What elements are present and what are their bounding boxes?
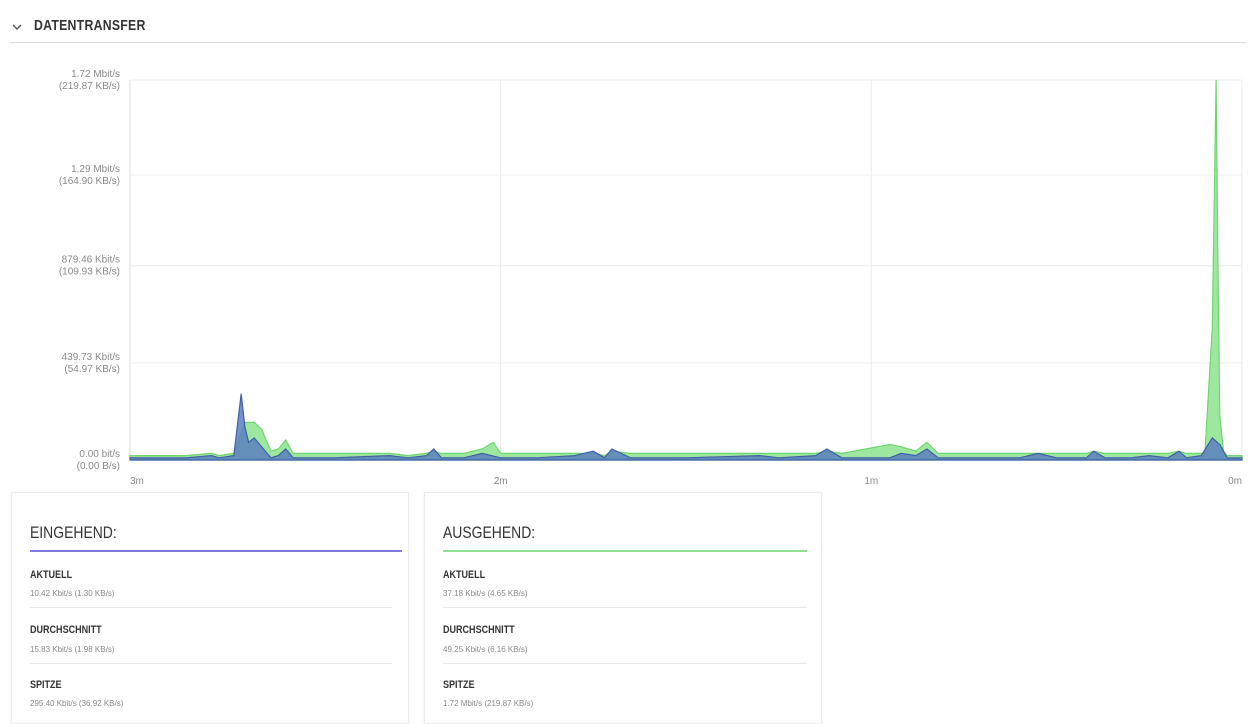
divider	[30, 607, 392, 608]
y-tick-label: 439.73 Kbit/s (54.97 KB/s)	[62, 352, 120, 375]
x-tick-label: 2m	[494, 476, 508, 487]
outgoing-peak-value: 1.72 Mbit/s (219.87 KB/s)	[443, 699, 534, 708]
y-tick-label: 879.46 Kbit/s (109.93 KB/s)	[59, 255, 120, 278]
section-title: DATENTRANSFER	[34, 17, 146, 34]
incoming-peak-label: SPITZE	[30, 679, 62, 691]
y-tick-label: 0.00 bit/s (0.00 B/s)	[77, 449, 120, 472]
outgoing-title: AUSGEHEND:	[443, 523, 536, 542]
outgoing-average-value: 49.25 Kbit/s (6.16 KB/s)	[443, 645, 528, 654]
incoming-current-label: AKTUELL	[30, 569, 73, 581]
incoming-average-value: 15.83 Kbit/s (1.98 KB/s)	[30, 645, 115, 654]
incoming-title: EINGEHEND:	[30, 523, 117, 542]
incoming-color-line	[30, 550, 402, 552]
outgoing-average-label: DURCHSCHNITT	[443, 624, 515, 636]
outgoing-current-label: AKTUELL	[443, 569, 486, 581]
outgoing-peak-label: SPITZE	[443, 679, 475, 691]
divider	[443, 663, 807, 664]
outgoing-card: AUSGEHEND: AKTUELL 37.18 Kbit/s (4.65 KB…	[424, 492, 822, 724]
incoming-card: EINGEHEND: AKTUELL 10.42 Kbit/s (1.30 KB…	[11, 492, 409, 724]
y-tick-label: 1.72 Mbit/s (219.87 KB/s)	[59, 69, 120, 92]
section-header[interactable]: DATENTRANSFER	[10, 16, 1246, 43]
divider	[30, 663, 392, 664]
outgoing-current-value: 37.18 Kbit/s (4.65 KB/s)	[443, 589, 528, 598]
outgoing-area	[129, 79, 1243, 461]
outgoing-color-line	[443, 550, 807, 552]
traffic-chart: 1.72 Mbit/s (219.87 KB/s) 1.29 Mbit/s (164.…	[59, 69, 1243, 487]
chevron-down-icon[interactable]	[10, 20, 24, 34]
x-tick-label: 3m	[130, 476, 144, 487]
incoming-current-value: 10.42 Kbit/s (1.30 KB/s)	[30, 589, 115, 598]
divider	[443, 607, 807, 608]
incoming-area	[129, 393, 1243, 461]
x-tick-label: 1m	[864, 476, 878, 487]
y-tick-label: 1.29 Mbit/s (164.90 KB/s)	[59, 164, 120, 187]
incoming-peak-value: 295.40 Kbit/s (36.92 KB/s)	[30, 699, 124, 708]
incoming-average-label: DURCHSCHNITT	[30, 624, 102, 636]
x-tick-label: 0m	[1228, 476, 1242, 487]
